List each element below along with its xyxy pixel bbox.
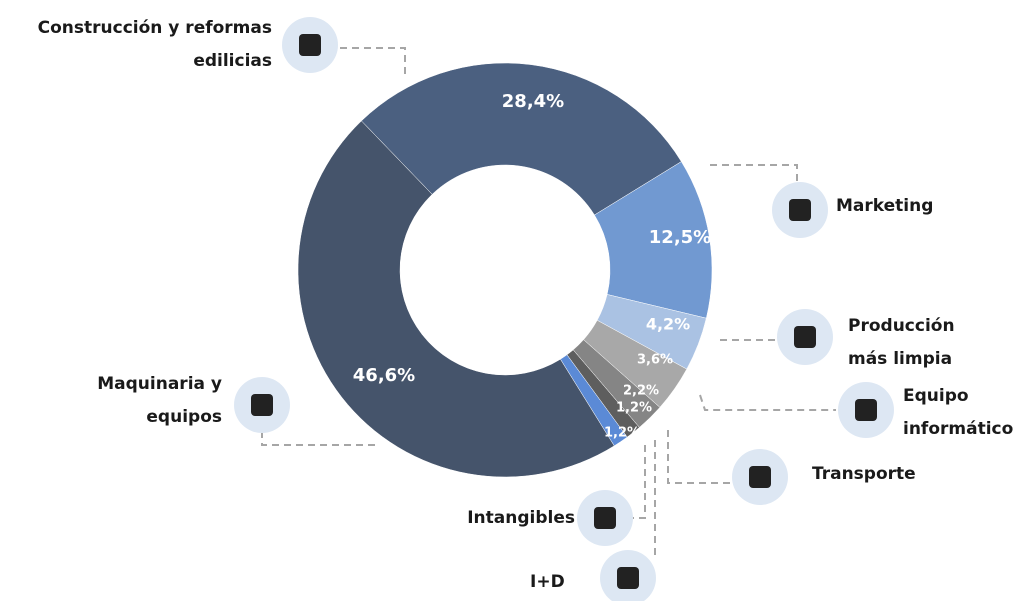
- category-label: Maquinaria y equipos: [97, 374, 222, 427]
- category-label: Equipo informático: [903, 386, 1014, 439]
- value-label: 46,6%: [353, 365, 415, 386]
- leader-line: [667, 430, 730, 484]
- icon-glyph: [617, 567, 639, 589]
- value-label: 1,2%: [604, 426, 640, 441]
- icon-glyph: [855, 399, 877, 421]
- value-label: 3,6%: [637, 353, 673, 368]
- icon-glyph: [251, 394, 273, 416]
- value-label: 1,2%: [616, 401, 652, 416]
- icon-glyph: [794, 326, 816, 348]
- value-label: 28,4%: [502, 91, 564, 112]
- donut-slice: [361, 62, 682, 216]
- donut-slice: [297, 120, 615, 478]
- value-label: 4,2%: [646, 315, 690, 334]
- leader-line: [710, 164, 798, 183]
- category-label: Intangibles: [467, 508, 575, 528]
- value-label: 2,2%: [623, 384, 659, 399]
- category-label: Construcción y reformas edilicias: [37, 18, 272, 71]
- value-label: 12,5%: [649, 227, 711, 248]
- leader-line: [340, 47, 406, 75]
- category-label: I+D: [530, 572, 565, 592]
- category-label: Producción más limpia: [848, 316, 955, 369]
- leader-line: [699, 394, 836, 411]
- leader-line: [261, 433, 375, 446]
- icon-glyph: [299, 34, 321, 56]
- category-label: Marketing: [836, 196, 934, 216]
- icon-glyph: [789, 199, 811, 221]
- icon-glyph: [749, 466, 771, 488]
- category-label: Transporte: [812, 464, 916, 484]
- leader-line: [633, 445, 646, 519]
- icon-glyph: [594, 507, 616, 529]
